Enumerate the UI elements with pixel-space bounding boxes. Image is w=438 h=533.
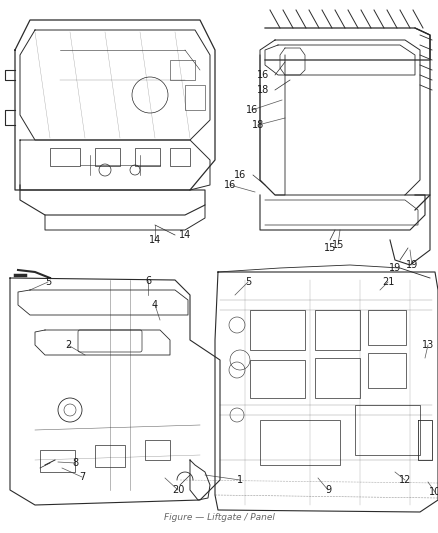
- Bar: [170, 148, 190, 166]
- Text: 18: 18: [257, 85, 269, 95]
- Text: 18: 18: [252, 120, 264, 130]
- Text: 16: 16: [246, 105, 258, 115]
- Text: 12: 12: [399, 475, 411, 485]
- Bar: [95, 148, 120, 166]
- Bar: [50, 148, 80, 166]
- Bar: [145, 440, 170, 460]
- Text: 2: 2: [65, 340, 71, 350]
- Text: 15: 15: [324, 243, 336, 253]
- Text: 19: 19: [406, 260, 418, 270]
- Text: 13: 13: [422, 340, 434, 350]
- Text: 14: 14: [179, 230, 191, 240]
- Text: Figure — Liftgate / Panel: Figure — Liftgate / Panel: [163, 513, 275, 522]
- Text: 9: 9: [325, 485, 331, 495]
- Text: 1: 1: [237, 475, 243, 485]
- Text: 16: 16: [257, 70, 269, 80]
- Bar: [315, 310, 360, 350]
- Text: 10: 10: [429, 487, 438, 497]
- Text: 14: 14: [149, 235, 161, 245]
- Bar: [355, 405, 420, 455]
- Text: 16: 16: [224, 180, 236, 190]
- Bar: [368, 310, 406, 345]
- Text: 7: 7: [79, 472, 85, 482]
- Text: 19: 19: [389, 263, 401, 273]
- Text: 4: 4: [152, 300, 158, 310]
- Text: 16: 16: [234, 170, 246, 180]
- Text: 5: 5: [245, 277, 251, 287]
- Bar: [315, 358, 360, 398]
- Text: 8: 8: [72, 458, 78, 468]
- Text: 20: 20: [172, 485, 184, 495]
- Bar: [250, 310, 305, 350]
- Bar: [368, 353, 406, 388]
- Bar: [170, 60, 195, 80]
- Bar: [40, 450, 75, 472]
- Text: 15: 15: [332, 240, 344, 250]
- Text: 5: 5: [45, 277, 51, 287]
- Bar: [185, 85, 205, 110]
- Text: 6: 6: [145, 276, 151, 286]
- Bar: [260, 420, 340, 465]
- Bar: [95, 445, 125, 467]
- Bar: [135, 148, 160, 166]
- Text: 21: 21: [382, 277, 394, 287]
- Bar: [250, 360, 305, 398]
